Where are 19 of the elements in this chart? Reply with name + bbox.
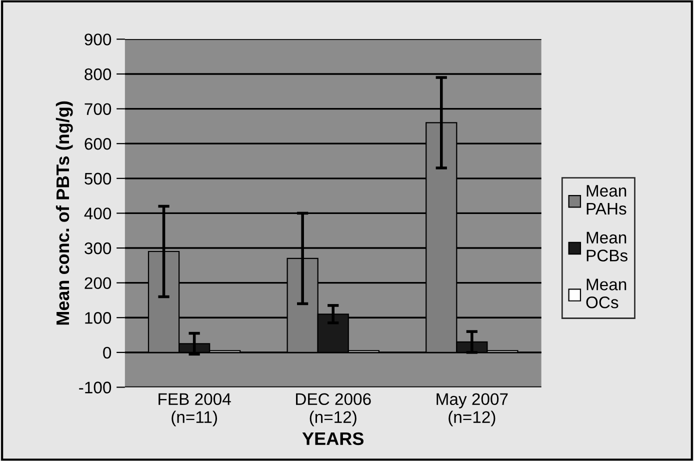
x-tick-label: FEB 2004 (n=11)	[158, 393, 231, 426]
y-tick-label: 500	[84, 172, 112, 185]
legend-label: Mean PAHs	[586, 185, 626, 215]
x-tick-label: DEC 2006 (n=12)	[296, 393, 371, 426]
x-tick-label: May 2007 (n=12)	[436, 393, 508, 426]
legend-label: Mean OCs	[586, 278, 626, 308]
y-tick-label: 700	[84, 103, 112, 115]
y-tick-label: 300	[84, 242, 112, 254]
y-tick-label: 100	[85, 312, 112, 324]
y-tick-label: 600	[84, 138, 112, 150]
x-axis-title: YEARS	[302, 432, 364, 446]
y-tick-label: 0	[103, 346, 112, 359]
y-tick-label: 200	[84, 277, 112, 290]
y-tick-label: -100	[79, 382, 112, 394]
y-tick-label: 900	[84, 34, 112, 46]
y-tick-label: 800	[84, 68, 112, 80]
y-tick-label: 400	[84, 208, 112, 220]
y-axis-title: Mean conc. of PBTs (ng/g)	[56, 101, 73, 325]
legend-label: Mean PCBs	[586, 232, 628, 262]
